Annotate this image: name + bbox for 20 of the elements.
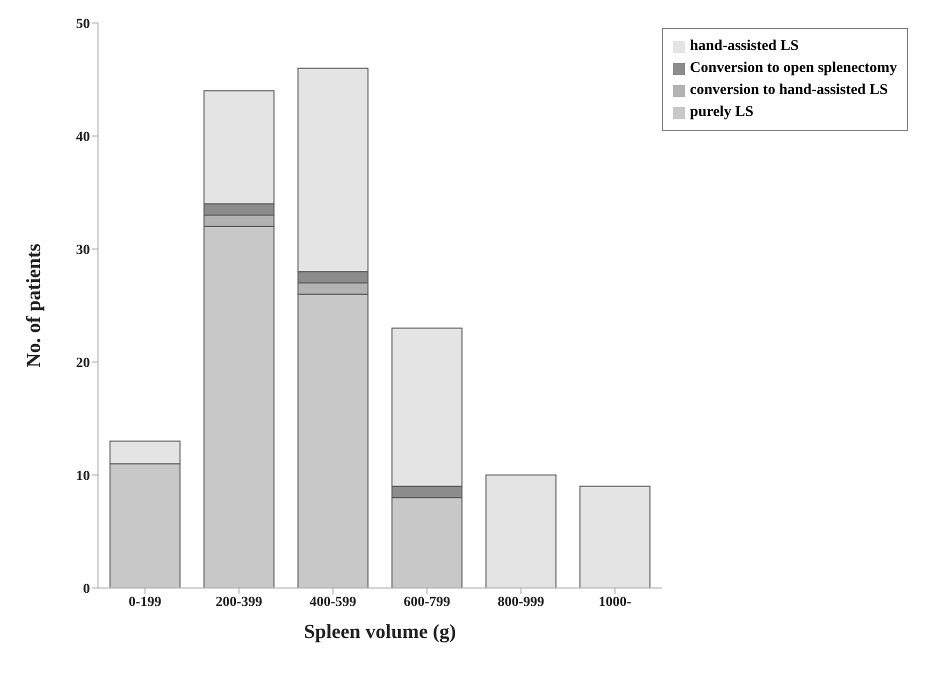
x-tick-label: 800-999: [498, 594, 544, 610]
bar: [485, 474, 556, 588]
x-axis-title: Spleen volume (g): [304, 621, 456, 643]
x-tick-label: 1000-: [598, 594, 632, 610]
y-tick-label: 0: [83, 582, 90, 597]
legend-label: hand-assisted LS: [690, 38, 799, 55]
x-tick-label: 200-399: [216, 594, 262, 610]
legend-label: Conversion to open splenectomy: [690, 60, 897, 77]
y-tick-label: 20: [76, 356, 90, 371]
legend-label: purely LS: [690, 104, 754, 121]
x-tick-label: 600-799: [404, 594, 450, 610]
bar: [579, 486, 650, 588]
legend-label: conversion to hand-assisted LS: [690, 82, 888, 99]
x-tick-label: 400-599: [310, 594, 356, 610]
y-tick-label: 30: [76, 242, 90, 258]
x-tick-label: 0-199: [128, 594, 162, 610]
y-tick-label: 40: [76, 130, 90, 145]
y-tick-label: 10: [76, 468, 90, 484]
y-tick-label: 50: [76, 16, 90, 32]
y-axis-title: No. of patients: [23, 243, 46, 368]
